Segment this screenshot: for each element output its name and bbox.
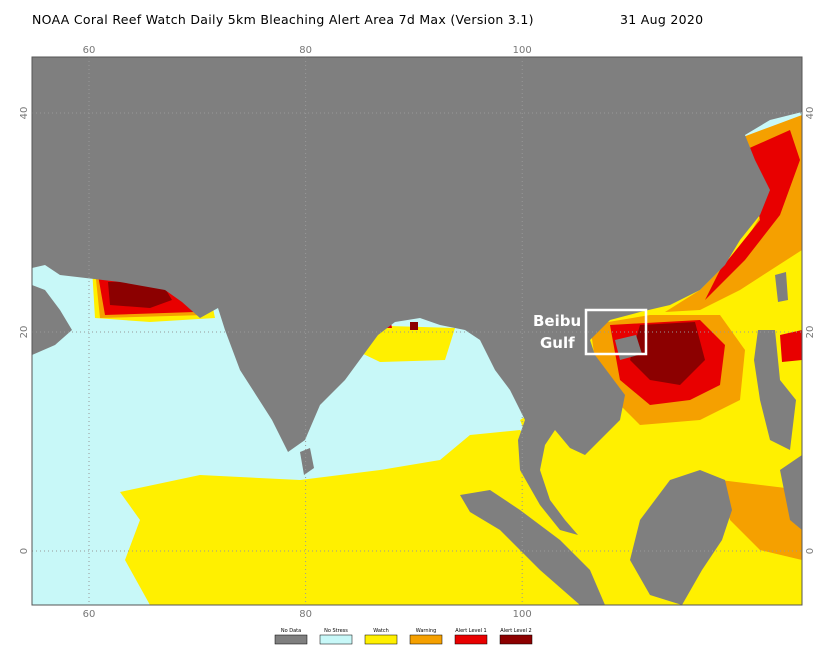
alert-2-area (108, 280, 705, 385)
map: Beibu Gulf (32, 57, 802, 605)
legend-swatch (319, 634, 353, 645)
map-frame (31, 56, 803, 606)
legend-label: No Stress (324, 628, 348, 634)
annotation: Gulf (540, 334, 575, 352)
legend-label: No Data (281, 628, 301, 634)
lat-tick-label: 0 (805, 548, 816, 554)
annotation-box (584, 308, 648, 356)
date: 31 Aug 2020 (620, 12, 703, 27)
watch-area (92, 120, 802, 605)
graticule (32, 57, 802, 605)
lon-tick-label: 60 (83, 609, 96, 620)
lon-tick-label: 100 (513, 609, 532, 620)
lon-tick-label: 80 (299, 45, 312, 56)
legend-label: Alert Level 2 (500, 628, 531, 634)
lon-tick-label: 60 (83, 45, 96, 56)
legend-swatch (409, 634, 443, 645)
lat-tick-label: 0 (19, 548, 30, 554)
lon-tick-label: 100 (513, 45, 532, 56)
lat-tick-label: 40 (19, 107, 30, 120)
alert-1-area (98, 118, 802, 405)
legend-swatch (274, 634, 308, 645)
title: NOAA Coral Reef Watch Daily 5km Bleachin… (32, 12, 534, 27)
land (300, 272, 802, 605)
annotation: Beibu (533, 312, 581, 330)
legend-label: Alert Level 1 (455, 628, 486, 634)
legend-swatch (454, 634, 488, 645)
legend: No Data No Stress Watch Warning Alert Level … (274, 628, 533, 645)
legend-label: Watch (373, 628, 389, 634)
lon-tick-label: 80 (299, 609, 312, 620)
legend-swatch (499, 634, 533, 645)
legend-label: Warning (416, 628, 437, 634)
legend-swatch (364, 634, 398, 645)
lat-tick-label: 40 (805, 107, 816, 120)
tick-labels: 60 60 80 80 100 100 40 40 20 20 0 0 (19, 45, 816, 620)
land (32, 57, 802, 535)
lat-tick-label: 20 (805, 326, 816, 339)
lat-tick-label: 20 (19, 326, 30, 339)
